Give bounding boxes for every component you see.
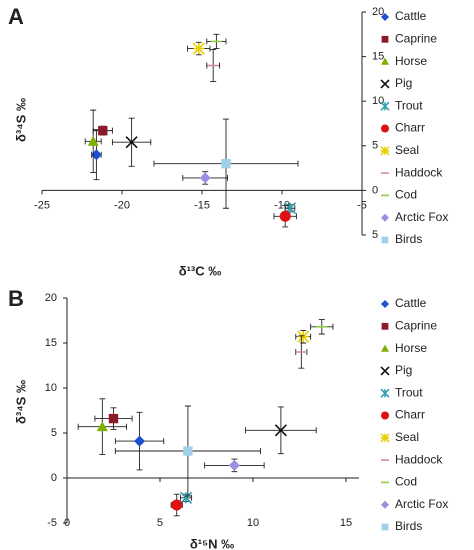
point [297,330,310,343]
y-tick-label: 5 [51,427,57,439]
y-tick-label: 5 [372,140,378,152]
legend-label: Haddock [395,165,443,179]
legend-marker [380,366,390,376]
panel-label: B [8,286,24,311]
point [108,413,119,424]
y-tick-label: 15 [372,51,384,63]
point [134,435,146,447]
x-tick-label: -25 [34,199,50,211]
x-tick-label: 0 [64,517,70,529]
point [171,499,183,511]
legend-marker [380,101,390,111]
legend-marker [381,344,389,352]
y-axis-label: δ³⁴S ‰ [13,380,28,424]
legend-label: Pig [395,76,412,90]
x-tick-label: -15 [194,199,210,211]
legend-label: Cattle [395,296,427,310]
legend-label: Seal [395,143,419,157]
legend-label: Horse [395,54,427,68]
legend-label: Cod [395,475,417,489]
legend-marker [381,523,389,531]
legend-marker [381,213,389,222]
point [228,459,240,471]
point [274,424,287,437]
x-tick-label: -5 [357,199,367,211]
legend-marker [380,79,390,89]
y-tick-label: 0 [51,472,57,484]
legend-label: Haddock [395,452,443,466]
legend-label: Birds [395,519,422,533]
y-tick-label: 10 [372,95,384,107]
legend-marker [381,236,389,244]
point [90,149,102,161]
y-tick-label: 10 [45,382,57,394]
point [221,158,231,169]
point [192,42,205,55]
x-axis-label: δ¹⁵N ‰ [190,536,234,550]
point [87,135,99,146]
x-tick-label: 5 [157,517,163,529]
point [279,210,291,222]
legend-marker [381,35,389,43]
legend-label: Arctic Fox [395,497,448,511]
legend-marker [380,146,390,156]
legend-marker [381,13,389,21]
legend-label: Seal [395,430,419,444]
y-axis-label: δ³⁴S ‰ [13,98,28,142]
legend-label: Charr [395,121,425,135]
point [98,125,108,136]
legend-marker [381,500,389,509]
x-tick-label: 10 [247,517,259,529]
legend-label: Trout [395,385,423,399]
y-tick-label: 15 [45,337,57,349]
legend-label: Arctic Fox [395,210,448,224]
point [199,172,211,184]
legend-marker [381,322,389,330]
legend-marker [380,388,390,398]
point [179,491,193,504]
legend-marker [381,124,389,133]
point [125,136,138,149]
legend-marker [381,300,389,308]
x-axis-label: δ¹³C ‰ [179,263,222,278]
x-tick-label: 15 [340,517,352,529]
x-tick-label: -20 [114,199,130,211]
legend-label: Cod [395,188,417,202]
panel-label: A [8,4,24,29]
legend-label: Horse [395,341,427,355]
legend-marker [381,411,389,420]
y-tick-label: 20 [372,6,384,18]
legend-label: Charr [395,408,425,422]
point [183,446,193,456]
legend-label: Trout [395,98,423,112]
legend-marker [380,433,390,443]
y-tick-label: 5 [372,229,378,241]
legend-label: Caprine [395,31,437,45]
y-tick-label: 20 [45,292,57,304]
legend-label: Cattle [395,9,427,23]
legend-label: Pig [395,363,412,377]
legend-marker [381,57,389,65]
y-tick-label: -5 [47,517,57,529]
point [96,421,108,432]
y-tick-label: 0 [372,184,378,196]
legend-label: Caprine [395,318,437,332]
legend-label: Birds [395,232,422,246]
